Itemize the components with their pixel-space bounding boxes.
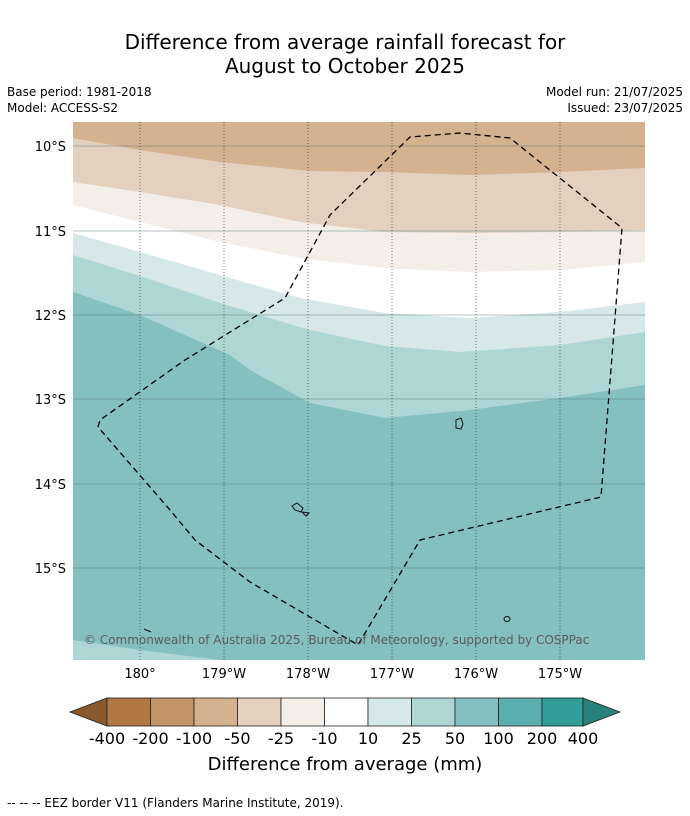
lon-label: 180° xyxy=(124,667,155,682)
eez-border xyxy=(97,132,623,646)
metadata-right: Model run: 21/07/2025 Issued: 23/07/2025 xyxy=(546,84,683,116)
colorbar-tick-label: -100 xyxy=(176,729,212,748)
lat-label: 12°S xyxy=(35,309,66,324)
colorbar-arrow-high xyxy=(582,697,622,727)
lat-label: 10°S xyxy=(35,140,66,155)
lon-label: 176°W xyxy=(454,667,498,682)
rainfall-field xyxy=(73,122,645,660)
colorbar xyxy=(68,697,622,727)
colorbar-tick-label: -200 xyxy=(132,729,168,748)
colorbar-tick-label: -400 xyxy=(89,729,125,748)
metadata-left: Base period: 1981-2018 Model: ACCESS-S2 xyxy=(7,84,152,116)
model-name: Model: ACCESS-S2 xyxy=(7,101,119,115)
island-outline xyxy=(300,511,311,517)
map-title: Difference from average rainfall forecas… xyxy=(0,30,690,78)
island-outline xyxy=(291,502,304,513)
lon-label: 177°W xyxy=(370,667,414,682)
issued-date: Issued: 23/07/2025 xyxy=(567,101,683,115)
island-outlines xyxy=(143,417,511,633)
longitude-labels: 180° 179°W 178°W 177°W 176°W 175°W xyxy=(124,667,582,682)
lat-label: 11°S xyxy=(35,225,66,240)
colorbar-title: Difference from average (mm) xyxy=(208,754,483,775)
island-outline xyxy=(143,628,152,633)
island-outline xyxy=(503,616,511,622)
colorbar-tick-label: 100 xyxy=(483,729,514,748)
eez-footnote: -- -- -- EEZ border V11 (Flanders Marine… xyxy=(7,796,344,810)
colorbar-arrow-low xyxy=(68,697,108,727)
graticule xyxy=(73,122,645,660)
colorbar-segment xyxy=(367,697,412,727)
colorbar-segment xyxy=(411,697,456,727)
copyright-notice: © Commonwealth of Australia 2025, Bureau… xyxy=(84,633,589,647)
model-run: Model run: 21/07/2025 xyxy=(545,85,683,99)
lon-label: 179°W xyxy=(202,667,246,682)
title-line-1: Difference from average rainfall forecas… xyxy=(124,30,566,54)
island-outline xyxy=(455,417,464,430)
colorbar-segment xyxy=(541,697,584,727)
colorbar-tick-label: 200 xyxy=(527,729,558,748)
base-period: Base period: 1981-2018 xyxy=(7,85,152,99)
band-25-to-50-south xyxy=(73,640,220,660)
colorbar-segment xyxy=(150,697,195,727)
title-line-2: August to October 2025 xyxy=(224,54,466,78)
colorbar-segment xyxy=(237,697,282,727)
colorbar-tick-label: 10 xyxy=(358,729,378,748)
colorbar-segment xyxy=(280,697,325,727)
colorbar-segment xyxy=(324,697,369,727)
colorbar-tick-labels: -400 -200 -100 -50 -25 -10 10 25 50 100 … xyxy=(89,729,598,748)
colorbar-segment xyxy=(193,697,238,727)
lat-label: 15°S xyxy=(35,562,66,577)
lat-label: 14°S xyxy=(35,478,66,493)
lon-label: 178°W xyxy=(286,667,330,682)
lat-label: 13°S xyxy=(35,393,66,408)
colorbar-tick-label: 400 xyxy=(568,729,599,748)
band-minus100-to-minus50 xyxy=(73,122,645,175)
colorbar-tick-label: -25 xyxy=(268,729,294,748)
colorbar-segment xyxy=(454,697,499,727)
colorbar-tick-label: 50 xyxy=(445,729,465,748)
colorbar-segment xyxy=(498,697,543,727)
latitude-labels: 10°S 11°S 12°S 13°S 14°S 15°S xyxy=(35,140,66,577)
lon-label: 175°W xyxy=(538,667,582,682)
colorbar-tick-label: 25 xyxy=(401,729,421,748)
colorbar-tick-label: -50 xyxy=(224,729,250,748)
colorbar-segment xyxy=(106,697,151,727)
colorbar-tick-label: -10 xyxy=(311,729,337,748)
